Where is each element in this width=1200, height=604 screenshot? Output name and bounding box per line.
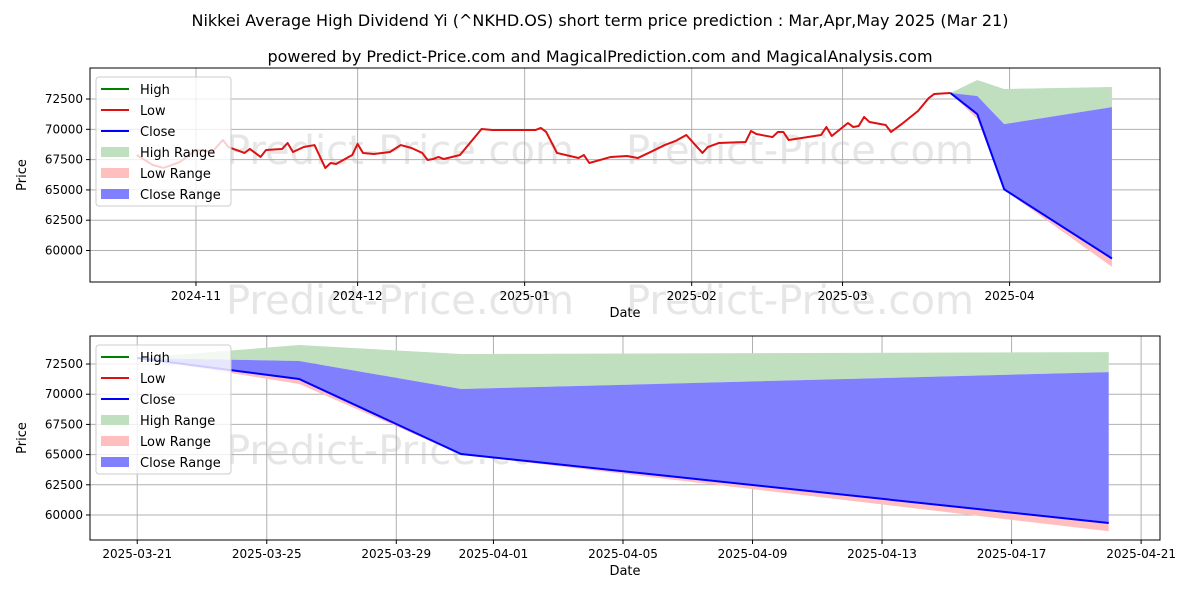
y-tick-label: 62500 — [45, 213, 83, 227]
x-tick-label: 2025-04-21 — [1106, 547, 1176, 561]
x-tick-label: 2024-12 — [333, 289, 383, 303]
y-tick-label: 67500 — [45, 153, 83, 167]
legend-swatch-patch — [101, 168, 129, 178]
legend-label: High — [140, 351, 170, 366]
high-range-band — [950, 79, 1112, 125]
legend-label: Close Range — [140, 188, 221, 203]
legend-swatch-patch — [101, 415, 129, 425]
y-tick-label: 72500 — [45, 92, 83, 106]
x-tick-label: 2025-03 — [817, 289, 867, 303]
x-axis-label: Date — [609, 306, 640, 321]
legend-label: Low — [140, 372, 166, 387]
x-tick-label: 2025-03-25 — [232, 547, 302, 561]
x-tick-label: 2025-03-21 — [102, 547, 172, 561]
y-tick-label: 60000 — [45, 508, 83, 522]
legend-box — [95, 344, 232, 475]
x-tick-label: 2025-04-09 — [718, 547, 788, 561]
low-range-band — [137, 357, 1109, 532]
close-forecast-line — [949, 92, 1113, 260]
y-tick-label: 70000 — [45, 122, 83, 136]
legend: High Low Close High Range Low Range Close Ran… — [95, 76, 232, 207]
y-tick-label: 65000 — [45, 448, 83, 462]
watermark: Predict-Price.com — [226, 278, 574, 324]
y-tick-label: 65000 — [45, 183, 83, 197]
y-tick-label: 72500 — [45, 357, 83, 371]
high-range-band — [137, 345, 1109, 390]
x-tick-label: 2025-01 — [500, 289, 550, 303]
legend-box — [95, 76, 232, 207]
x-tick-label: 2025-02 — [667, 289, 717, 303]
legend-label: Low Range — [140, 167, 211, 182]
y-axis-label: Price — [15, 159, 30, 191]
y-tick-label: 60000 — [45, 243, 83, 257]
watermark: Predict-Price.com — [626, 128, 974, 174]
legend: High Low Close High Range Low Range Close Ran… — [95, 344, 232, 475]
legend-label: High — [140, 83, 170, 98]
legend-label: High Range — [140, 414, 215, 429]
x-tick-label: 2025-04 — [985, 289, 1035, 303]
x-tick-label: 2025-04-13 — [847, 547, 917, 561]
watermark: Predict-Price.com — [226, 128, 574, 174]
close-range-band — [950, 92, 1112, 259]
x-tick-label: 2025-03-29 — [361, 547, 431, 561]
legend-label: Low — [140, 104, 166, 119]
close-range-band — [137, 357, 1109, 523]
y-tick-label: 62500 — [45, 478, 83, 492]
x-tick-label: 2024-11 — [171, 289, 221, 303]
y-tick-label: 67500 — [45, 417, 83, 431]
plot-frame — [89, 335, 1161, 541]
x-axis-label: Date — [609, 564, 640, 579]
plot-frame — [89, 67, 1161, 283]
legend-label: Close Range — [140, 456, 221, 471]
legend-swatch-patch — [101, 457, 129, 467]
low-range-band — [950, 92, 1112, 267]
legend-label: Close — [140, 393, 175, 408]
legend-swatch-patch — [101, 189, 129, 199]
chart-2: Predict-Price.comPredict-Price.com2025-0… — [15, 335, 1176, 579]
watermark: Predict-Price.com — [626, 278, 974, 324]
low-price-line — [136, 91, 951, 169]
chart-title: Nikkei Average High Dividend Yi (^NKHD.O… — [192, 11, 1009, 30]
legend-label: Close — [140, 125, 175, 140]
x-tick-label: 2025-04-01 — [459, 547, 529, 561]
y-tick-label: 70000 — [45, 387, 83, 401]
legend-label: Low Range — [140, 435, 211, 450]
legend-swatch-patch — [101, 147, 129, 157]
x-tick-label: 2025-04-05 — [588, 547, 658, 561]
y-axis-label: Price — [15, 422, 30, 454]
chart-1: Predict-Price.com Predict-Price.com Predic… — [15, 67, 1161, 324]
legend-label: High Range — [140, 146, 215, 161]
x-tick-label: 2025-04-17 — [977, 547, 1047, 561]
legend-swatch-patch — [101, 436, 129, 446]
chart-subtitle: powered by Predict-Price.com and Magical… — [267, 47, 932, 66]
